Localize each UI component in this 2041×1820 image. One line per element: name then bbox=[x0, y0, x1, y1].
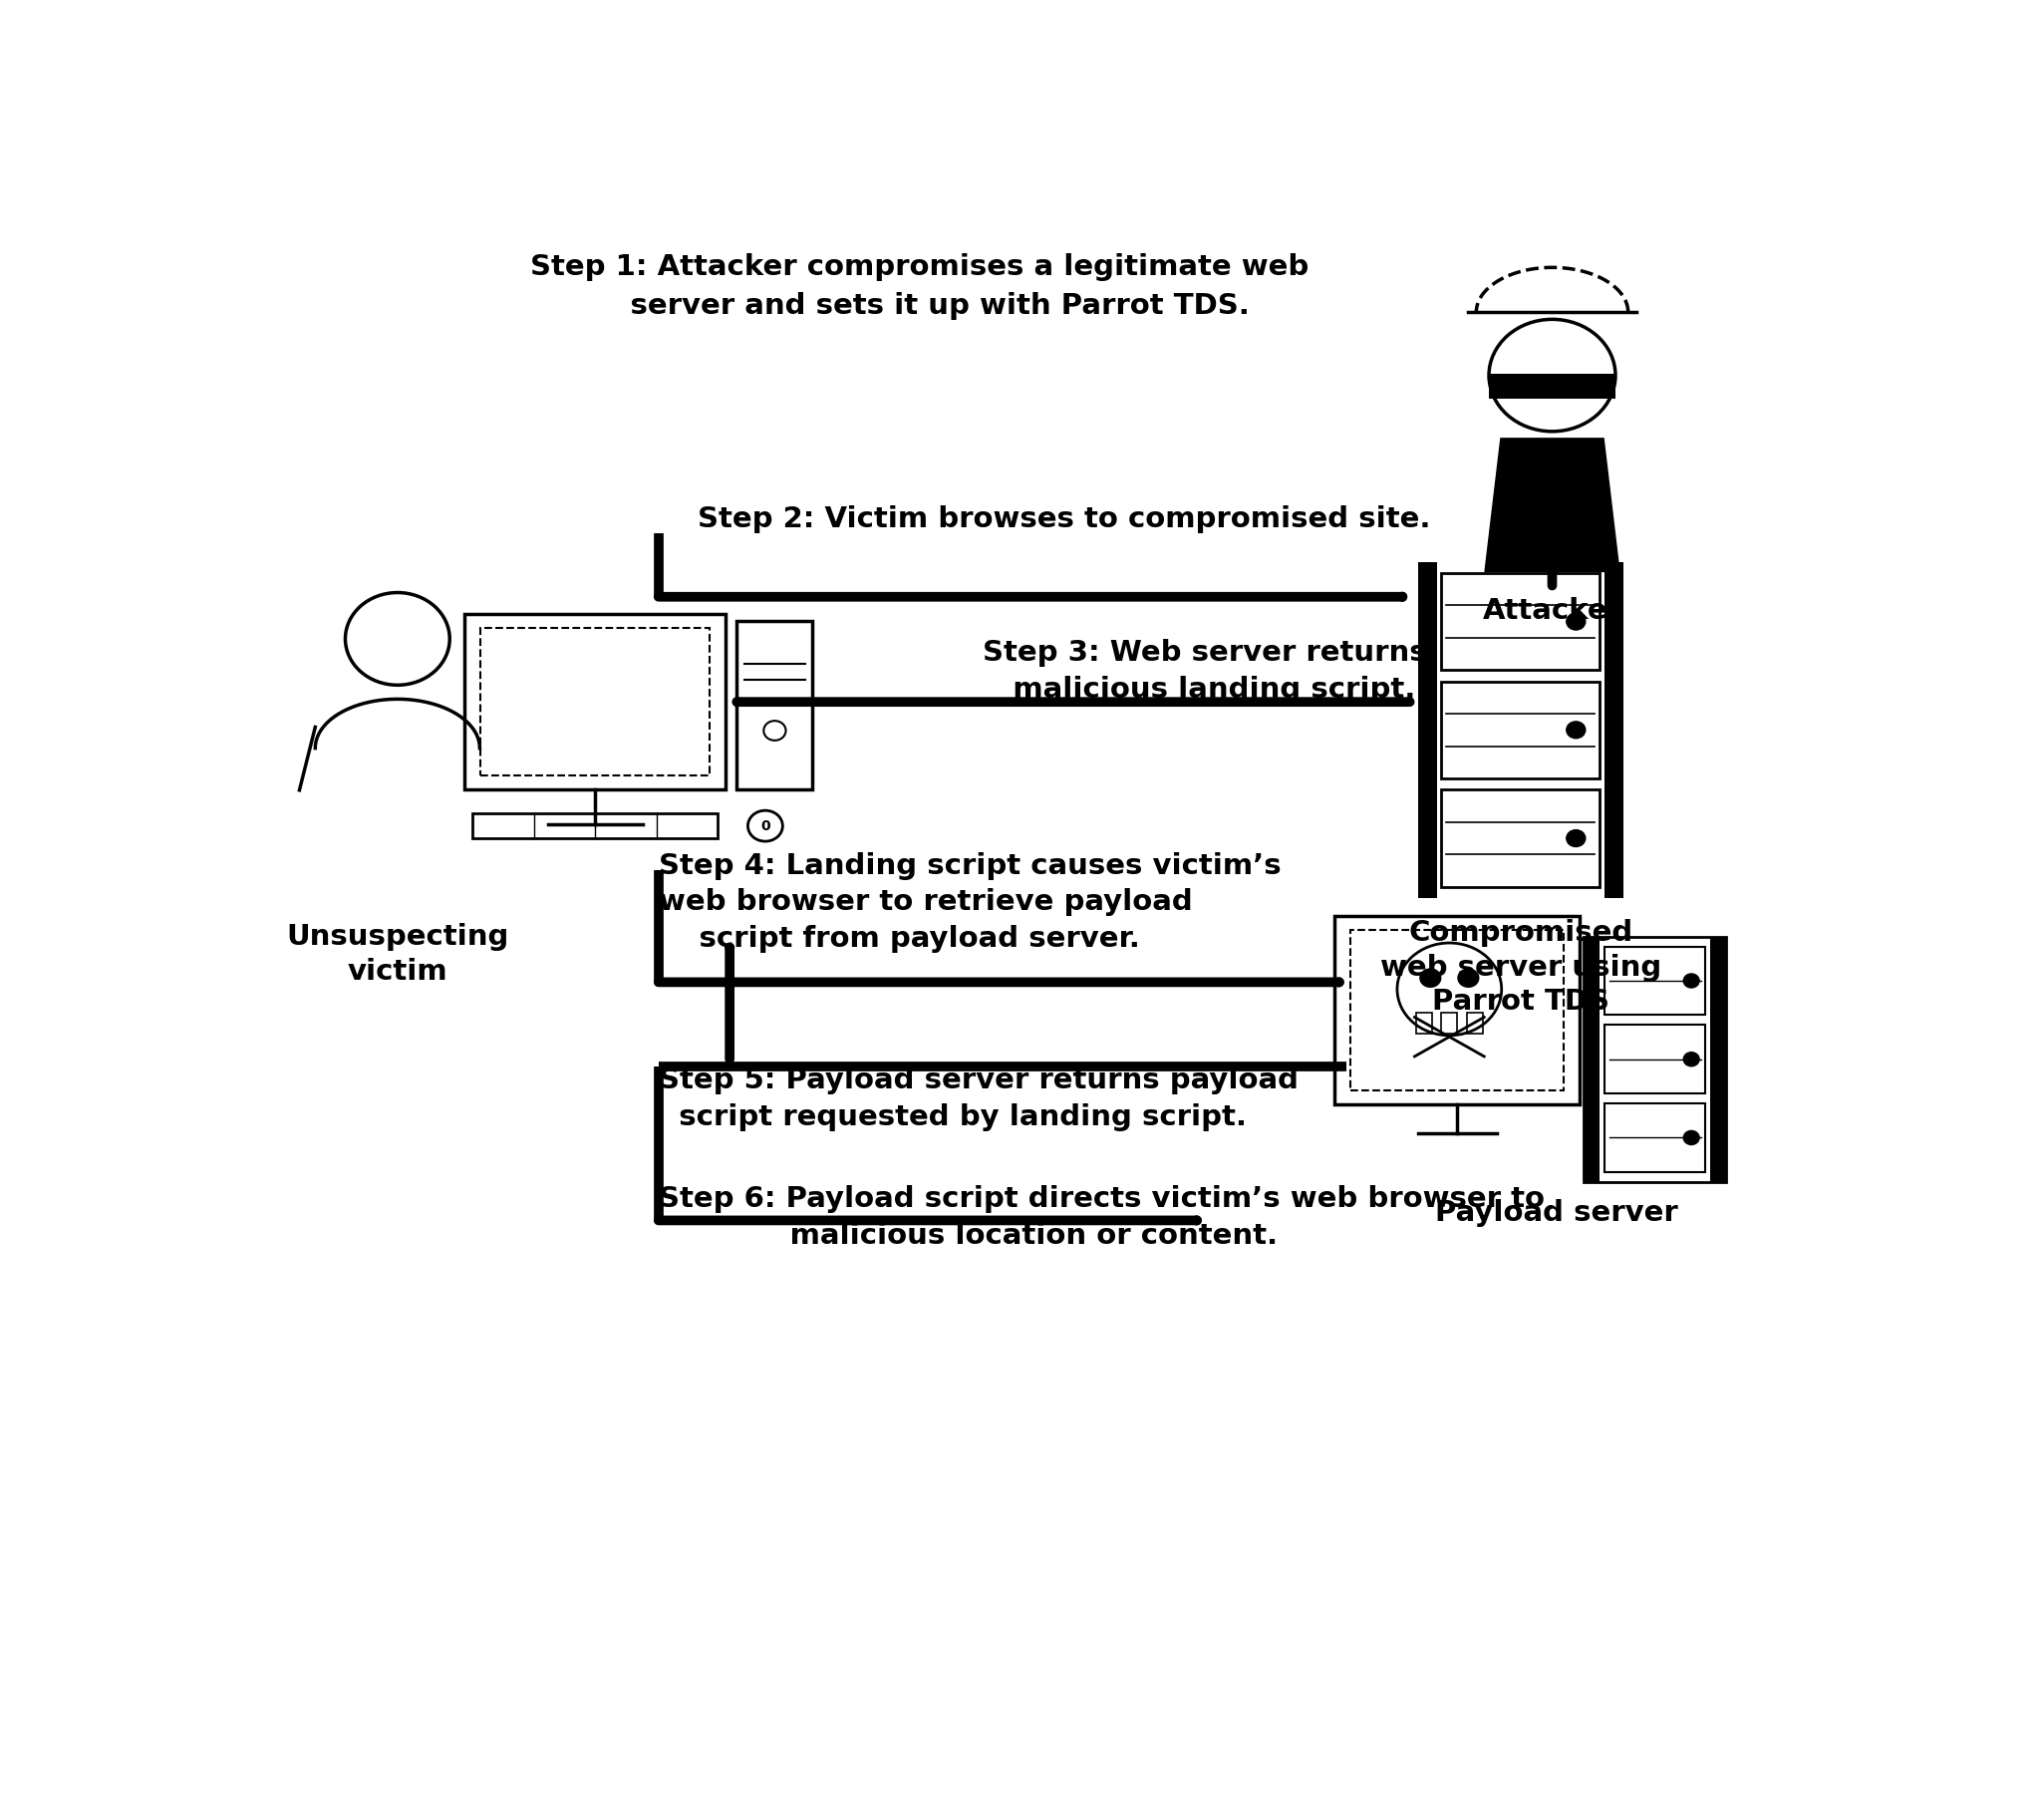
Circle shape bbox=[1418, 968, 1441, 988]
Text: Payload server: Payload server bbox=[1435, 1199, 1678, 1227]
Bar bbox=[1441, 573, 1600, 670]
Bar bbox=[474, 814, 718, 839]
Circle shape bbox=[1457, 968, 1480, 988]
Bar bbox=[1604, 562, 1623, 897]
Bar bbox=[1604, 946, 1706, 1016]
Circle shape bbox=[1684, 1130, 1700, 1145]
Text: Unsuspecting
victim: Unsuspecting victim bbox=[286, 923, 508, 986]
Text: Step 3: Web server returns
   malicious landing script.: Step 3: Web server returns malicious lan… bbox=[984, 639, 1427, 703]
Bar bbox=[465, 615, 727, 790]
Bar bbox=[480, 628, 710, 775]
Bar bbox=[1488, 373, 1614, 399]
Bar bbox=[737, 621, 812, 790]
Polygon shape bbox=[1486, 439, 1619, 571]
Bar bbox=[1441, 790, 1600, 886]
Bar bbox=[1335, 915, 1580, 1105]
Bar bbox=[1441, 1014, 1457, 1034]
Circle shape bbox=[1565, 721, 1586, 739]
Text: Step 6: Payload script directs victim’s web browser to
             malicious lo: Step 6: Payload script directs victim’s … bbox=[659, 1185, 1545, 1250]
Text: Attacker: Attacker bbox=[1482, 597, 1623, 624]
Bar bbox=[1467, 1014, 1482, 1034]
Bar bbox=[1418, 562, 1437, 897]
Circle shape bbox=[1684, 974, 1700, 988]
Bar bbox=[1441, 681, 1600, 779]
Circle shape bbox=[1565, 613, 1586, 630]
Text: Step 4: Landing script causes victim’s
web browser to retrieve payload
    scrip: Step 4: Landing script causes victim’s w… bbox=[659, 852, 1282, 954]
Circle shape bbox=[1684, 1052, 1700, 1067]
Bar bbox=[1604, 1025, 1706, 1094]
Text: Step 2: Victim browses to compromised site.: Step 2: Victim browses to compromised si… bbox=[698, 506, 1431, 533]
Bar bbox=[1351, 930, 1563, 1090]
Bar bbox=[1604, 1103, 1706, 1172]
Text: 0: 0 bbox=[761, 819, 769, 834]
Text: Step 5: Payload server returns payload
  script requested by landing script.: Step 5: Payload server returns payload s… bbox=[659, 1067, 1298, 1130]
Text: Step 1: Attacker compromises a legitimate web
    server and sets it up with Par: Step 1: Attacker compromises a legitimat… bbox=[531, 253, 1308, 320]
Bar bbox=[1710, 937, 1727, 1181]
Bar bbox=[1584, 937, 1727, 1181]
Bar bbox=[1584, 937, 1600, 1181]
Text: Compromised
web server using
Parrot TDS: Compromised web server using Parrot TDS bbox=[1380, 919, 1661, 1016]
Circle shape bbox=[1565, 830, 1586, 846]
Bar bbox=[1416, 1014, 1433, 1034]
